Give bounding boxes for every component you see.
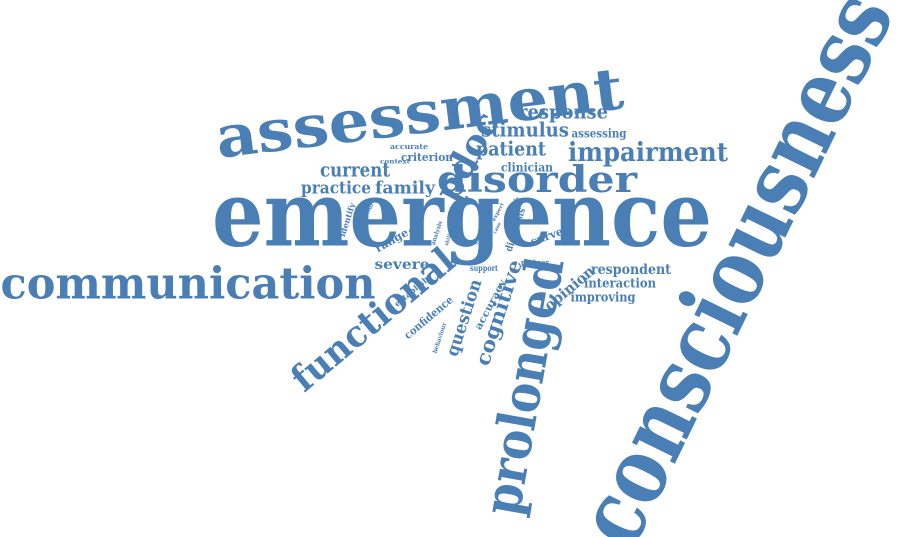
- word-clinician: clinician: [501, 161, 553, 175]
- word-emergence: emergence: [212, 162, 712, 268]
- word-current: current: [320, 158, 391, 182]
- word-response: response: [518, 100, 608, 124]
- word-accurate: accurate: [390, 142, 429, 151]
- word-communication: communication: [1, 259, 376, 310]
- word-criterion: criterion: [401, 151, 453, 164]
- word-stimulus: stimulus: [481, 118, 569, 142]
- word-impairment: impairment: [568, 138, 728, 168]
- word-support: support: [470, 263, 498, 273]
- word-interaction: interaction: [584, 277, 656, 292]
- word-need: need: [471, 241, 486, 247]
- word-practice: practice: [301, 179, 371, 199]
- word-skill: skill: [444, 233, 453, 246]
- word-case: case: [492, 222, 503, 235]
- word-family: family: [375, 179, 436, 199]
- word-context: context: [380, 159, 410, 166]
- word-improving: improving: [571, 291, 636, 306]
- word-patient: patient: [476, 137, 547, 161]
- word-severe: severe: [375, 257, 430, 273]
- word-assessing: assessing: [572, 127, 628, 141]
- word-respondent: respondent: [591, 262, 671, 278]
- word-disorder: disorder: [437, 159, 638, 201]
- word-partner: partner: [521, 258, 549, 267]
